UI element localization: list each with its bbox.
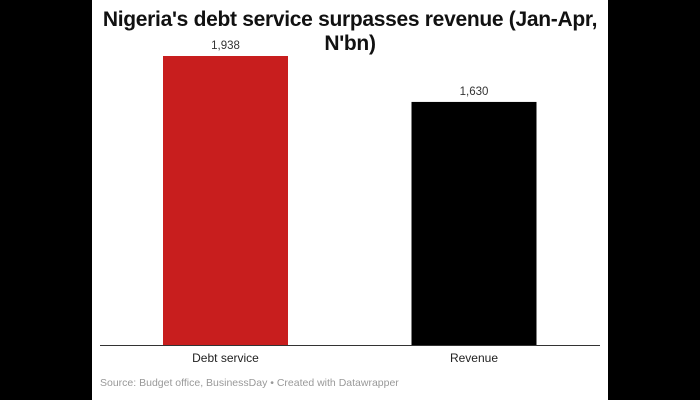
bar-revenue [411,101,537,345]
source-note: Source: Budget office, BusinessDay • Cre… [100,377,399,389]
category-label: Revenue [450,351,498,365]
bar-debt-service [163,56,288,345]
data-label: 1,938 [211,40,240,52]
data-label: 1,630 [460,86,489,98]
chart-title: Nigeria's debt service surpasses revenue… [102,8,598,55]
chart-card: Nigeria's debt service surpasses revenue… [92,0,608,400]
bar-chart: 1,938 Debt service 1,630 Revenue [100,40,600,365]
category-label: Debt service [192,351,259,365]
